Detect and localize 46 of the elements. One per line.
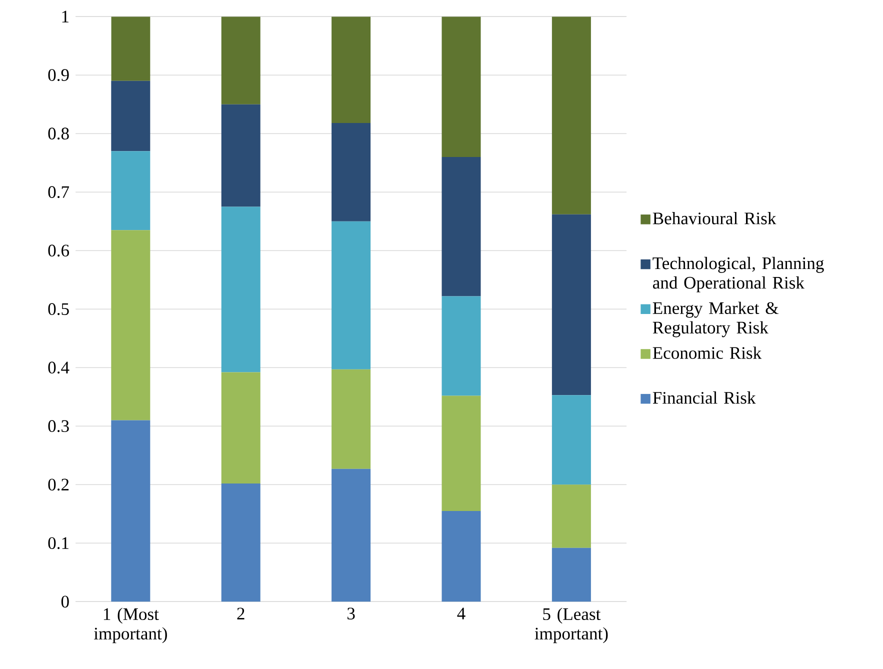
x-tick-label: 3 [348,608,355,620]
bar [332,16,371,124]
bar [332,468,371,602]
bar [111,80,150,152]
x-tick-label: 5 (Least important) [534,608,608,644]
y-tick-label: 0.6 [48,244,70,257]
legend-label: Energy Market & Regulatory Risk [652,302,778,338]
legend-label: Technological, Planning and Operational Risk [652,256,824,292]
y-tick-label: 0 [61,596,69,608]
bar [221,104,260,207]
bar [111,16,150,81]
bar [442,296,481,396]
bar [332,221,371,370]
y-tick-label: 0.4 [48,362,70,374]
bar [221,483,260,602]
bar [552,395,591,485]
bar [552,484,591,548]
bar [442,16,481,158]
x-tick-label: 4 [457,608,466,620]
bar [552,16,591,214]
y-tick-label: 0.8 [48,128,69,140]
bar [111,230,150,420]
bar [111,420,150,602]
bar [332,369,371,469]
y-tick-label: 0.2 [48,478,69,491]
y-tick-label: 0.9 [48,69,69,82]
y-tick-label: 1 [62,10,68,22]
bar [552,548,591,602]
y-tick-label: 0.3 [48,420,69,432]
y-tick-label: 0.1 [48,537,68,550]
x-tick-label: 1 (Most important) [94,608,167,644]
bar [442,396,481,511]
bar [111,151,150,230]
y-tick-label: 0.5 [48,303,69,316]
x-tick-label: 2 [237,608,244,620]
bar [442,510,481,602]
legend-label: Financial Risk [652,391,756,404]
bar [552,214,591,396]
bar [221,372,260,484]
bar [332,123,371,222]
bar [221,206,260,372]
bar [442,157,481,296]
legend-label: Economic Risk [652,346,762,359]
bar [221,16,260,104]
legend-label: Behavioural Risk [652,212,776,224]
y-tick-label: 0.7 [48,186,70,198]
